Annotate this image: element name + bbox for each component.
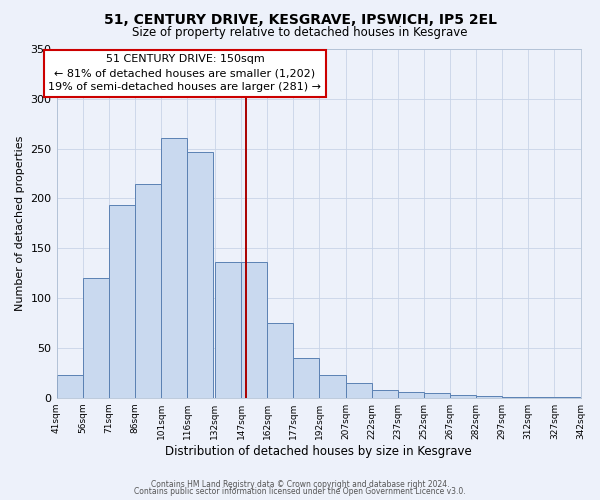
Bar xyxy=(398,392,424,398)
Bar xyxy=(554,396,580,398)
Bar xyxy=(83,278,109,398)
Text: Contains HM Land Registry data © Crown copyright and database right 2024.: Contains HM Land Registry data © Crown c… xyxy=(151,480,449,489)
Bar xyxy=(56,375,83,398)
Text: 51, CENTURY DRIVE, KESGRAVE, IPSWICH, IP5 2EL: 51, CENTURY DRIVE, KESGRAVE, IPSWICH, IP… xyxy=(104,12,497,26)
Bar xyxy=(215,262,241,398)
Bar xyxy=(241,262,267,398)
Bar xyxy=(319,375,346,398)
Bar xyxy=(109,206,135,398)
Bar xyxy=(502,396,528,398)
X-axis label: Distribution of detached houses by size in Kesgrave: Distribution of detached houses by size … xyxy=(165,444,472,458)
Bar xyxy=(161,138,187,398)
Text: Contains public sector information licensed under the Open Government Licence v3: Contains public sector information licen… xyxy=(134,488,466,496)
Bar xyxy=(476,396,502,398)
Bar xyxy=(371,390,398,398)
Bar xyxy=(135,184,161,398)
Bar xyxy=(528,396,554,398)
Bar xyxy=(424,392,450,398)
Text: 51 CENTURY DRIVE: 150sqm
← 81% of detached houses are smaller (1,202)
19% of sem: 51 CENTURY DRIVE: 150sqm ← 81% of detach… xyxy=(49,54,322,92)
Bar xyxy=(187,152,213,398)
Y-axis label: Number of detached properties: Number of detached properties xyxy=(15,136,25,311)
Text: Size of property relative to detached houses in Kesgrave: Size of property relative to detached ho… xyxy=(132,26,468,39)
Bar xyxy=(293,358,319,398)
Bar xyxy=(450,394,476,398)
Bar xyxy=(267,323,293,398)
Bar xyxy=(346,383,371,398)
